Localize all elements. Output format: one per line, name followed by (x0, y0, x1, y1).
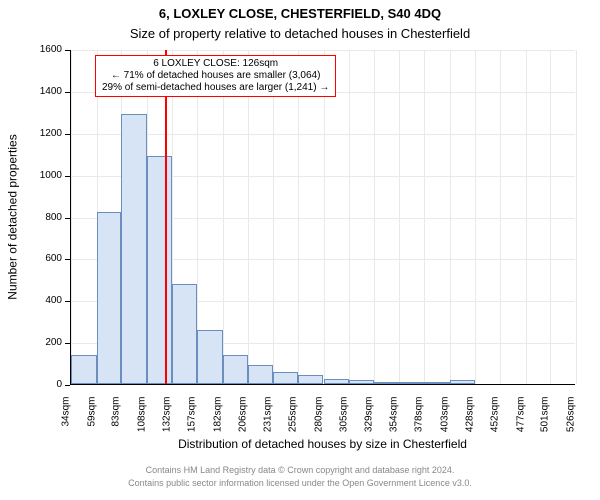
grid-line-vertical (71, 50, 72, 384)
x-axis-label: Distribution of detached houses by size … (70, 437, 575, 451)
annotation-box: 6 LOXLEY CLOSE: 126sqm ← 71% of detached… (95, 55, 336, 97)
annotation-line1: 6 LOXLEY CLOSE: 126sqm (102, 58, 329, 70)
y-axis-label: Number of detached properties (5, 49, 19, 384)
grid-line-vertical (349, 50, 350, 384)
histogram-bar (273, 372, 298, 384)
histogram-bar (97, 212, 122, 384)
histogram-bar (324, 379, 350, 384)
chart-title-line2: Size of property relative to detached ho… (0, 26, 600, 41)
grid-line-vertical (248, 50, 249, 384)
histogram-bar (349, 380, 374, 384)
grid-line-vertical (550, 50, 551, 384)
histogram-bar (298, 375, 324, 384)
annotation-line2: ← 71% of detached houses are smaller (3,… (102, 70, 329, 82)
y-tick-label: 1200 (22, 128, 62, 139)
y-tick-label: 800 (22, 212, 62, 223)
marker-line (165, 50, 167, 384)
grid-line-vertical (374, 50, 375, 384)
grid-line-vertical (526, 50, 527, 384)
grid-line-vertical (450, 50, 451, 384)
histogram-bar (147, 156, 172, 384)
histogram-bar (424, 382, 450, 384)
grid-line-vertical (324, 50, 325, 384)
grid-line-vertical (475, 50, 476, 384)
y-tick (65, 134, 70, 135)
histogram-bar (71, 355, 97, 384)
y-tick-label: 600 (22, 253, 62, 264)
chart-container: 6, LOXLEY CLOSE, CHESTERFIELD, S40 4DQ S… (0, 0, 600, 500)
y-tick-label: 1600 (22, 44, 62, 55)
y-tick (65, 343, 70, 344)
histogram-bar (223, 355, 248, 384)
y-tick (65, 259, 70, 260)
annotation-line3: 29% of semi-detached houses are larger (… (102, 82, 329, 94)
y-tick (65, 218, 70, 219)
histogram-bar (450, 380, 476, 384)
histogram-bar (248, 365, 274, 384)
histogram-bar (374, 382, 400, 384)
grid-line-vertical (424, 50, 425, 384)
plot-area (70, 50, 575, 385)
chart-title-line1: 6, LOXLEY CLOSE, CHESTERFIELD, S40 4DQ (0, 6, 600, 21)
histogram-bar (399, 382, 424, 384)
y-tick (65, 92, 70, 93)
y-tick-label: 400 (22, 295, 62, 306)
histogram-bar (121, 114, 147, 384)
grid-line-vertical (298, 50, 299, 384)
y-tick-label: 1000 (22, 170, 62, 181)
grid-line-vertical (399, 50, 400, 384)
y-tick (65, 50, 70, 51)
y-tick (65, 385, 70, 386)
histogram-bar (172, 284, 198, 385)
grid-line-vertical (273, 50, 274, 384)
grid-line-vertical (500, 50, 501, 384)
histogram-bar (197, 330, 223, 384)
y-tick-label: 1400 (22, 86, 62, 97)
y-tick (65, 301, 70, 302)
y-tick-label: 200 (22, 337, 62, 348)
grid-line-vertical (576, 50, 577, 384)
footer-line1: Contains HM Land Registry data © Crown c… (0, 465, 600, 475)
y-tick-label: 0 (22, 379, 62, 390)
footer-line2: Contains public sector information licen… (0, 478, 600, 488)
y-tick (65, 176, 70, 177)
grid-line-vertical (223, 50, 224, 384)
